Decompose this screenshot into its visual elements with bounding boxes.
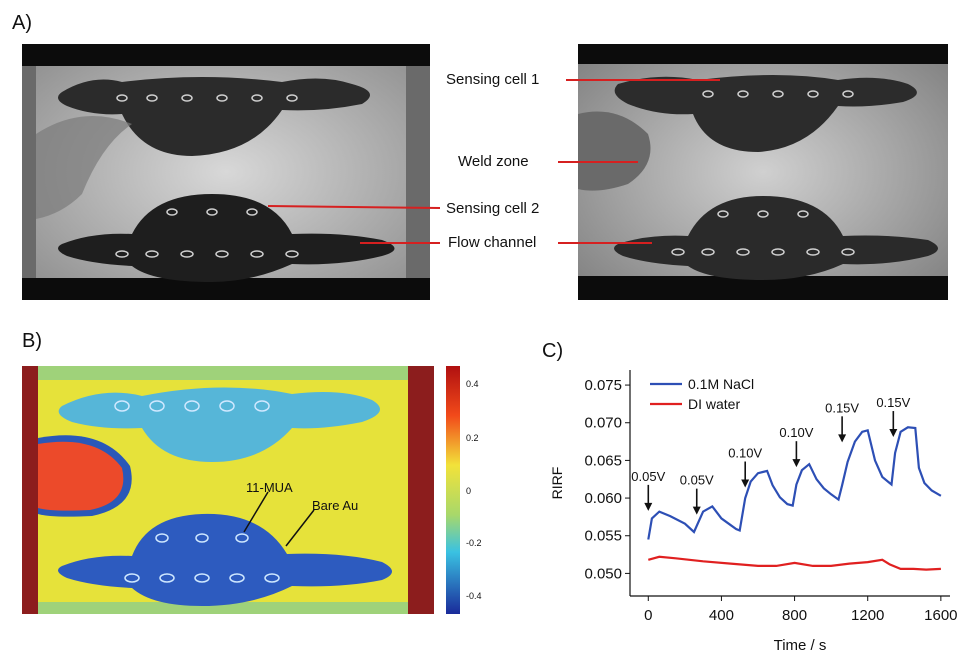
y-tick-label: 0.060 [584,490,622,507]
callout-lines [267,79,720,244]
x-tick-label: 0 [644,607,652,624]
y-tick-label: 0.075 [584,377,622,394]
voltage-arrowhead [692,506,701,515]
panel-c-label: C) [542,340,564,362]
voltage-label: 0.10V [779,425,813,440]
colorbar-tick: 0.2 [466,433,479,443]
voltage-arrowhead [838,434,847,443]
voltage-arrowhead [741,479,750,488]
annotation-line-bare-au [285,509,315,547]
rirf-chart: 0.050 0.055 0.060 0.065 0.070 0.075 0 400 800 120… [549,370,958,654]
colorbar-tick: 0.4 [466,379,479,389]
legend-label: DI water [688,396,740,412]
callout-weld-zone: Weld zone [458,153,529,170]
heatmap-b [22,366,434,614]
y-tick-label: 0.055 [584,528,622,545]
annotation-11-mua: 11-MUA [246,480,293,495]
voltage-arrowhead [644,502,653,511]
x-tick-label: 1600 [924,607,957,624]
callout-flow-channel: Flow channel [448,234,537,251]
voltage-arrowhead [889,429,898,438]
annotation-line-11-mua [243,491,269,533]
micrograph-a-left [22,44,430,300]
panel-b-label: B) [22,330,42,352]
colorbar-tick: -0.2 [466,538,482,548]
callout-sensing-cell-2: Sensing cell 2 [446,200,540,217]
colorbar-tick: 0 [466,486,472,496]
micrograph-a-right [578,44,948,300]
annotation-bare-au: Bare Au [312,498,359,513]
callout-line-sensing-cell-2 [267,205,441,209]
x-tick-label: 1200 [851,607,884,624]
colorbar [446,366,460,614]
callout-sensing-cell-1: Sensing cell 1 [446,71,540,88]
legend-label: 0.1M NaCl [688,376,754,392]
voltage-label: 0.10V [728,446,762,461]
y-tick-label: 0.070 [584,415,622,432]
y-axis-label: RIRF [549,467,565,500]
x-axis-label: Time / s [774,637,827,654]
voltage-label: 0.05V [680,473,714,488]
x-tick-label: 400 [709,607,734,624]
x-tick-label: 800 [782,607,807,624]
series-line-di-water [648,555,941,571]
voltage-label: 0.15V [876,395,910,410]
voltage-label: 0.05V [631,469,665,484]
series-line-nacl [647,426,942,540]
colorbar-tick: -0.4 [466,591,482,601]
voltage-arrowhead [792,459,801,468]
voltage-label: 0.15V [825,400,859,415]
y-tick-label: 0.050 [584,565,622,582]
panel-a-label: A) [12,12,32,34]
y-tick-label: 0.065 [584,452,622,469]
